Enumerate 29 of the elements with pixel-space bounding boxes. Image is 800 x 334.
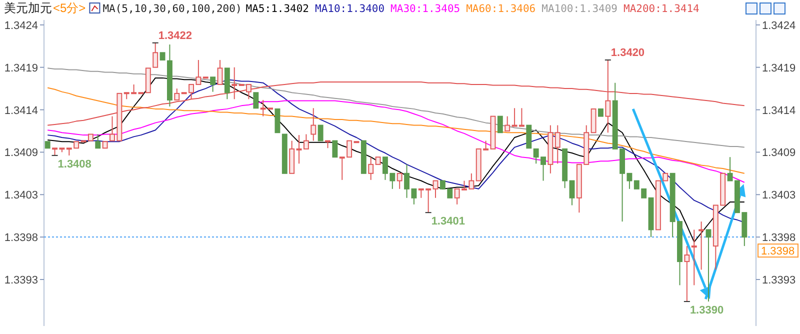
y2-tick-label: 1.3419 xyxy=(762,62,796,74)
text: MA100:1.3409 xyxy=(542,3,618,15)
annotation: 1.3422 xyxy=(158,30,192,42)
chart-title: 美元加元 xyxy=(4,1,52,15)
y-tick-label: 1.3398 xyxy=(4,232,38,244)
annotation: 1.3401 xyxy=(431,216,465,228)
y-tick-label: 1.3393 xyxy=(4,274,38,286)
annotation: 1.3390 xyxy=(690,304,724,317)
ref-line-label: 1.3398 xyxy=(761,246,795,258)
y2-tick-label: 1.3393 xyxy=(762,274,796,286)
y-tick-label: 1.3403 xyxy=(4,190,38,202)
text: MA60:1.3406 xyxy=(466,3,536,15)
y-tick-label: 1.3419 xyxy=(4,62,38,74)
y2-tick-label: 1.3398 xyxy=(762,232,796,244)
y2-tick-label: 1.3403 xyxy=(762,190,796,202)
chart-subtitle: <5分> xyxy=(53,1,86,15)
y2-tick-label: 1.3424 xyxy=(762,20,796,32)
y-tick-label: 1.3409 xyxy=(4,147,38,160)
text: MA(5,10,30,60,100,200) xyxy=(102,3,242,15)
text: MA5:1.3402 xyxy=(246,3,309,15)
y-tick-label: 1.3424 xyxy=(4,20,38,32)
y2-tick-label: 1.3409 xyxy=(762,147,796,160)
y-tick-label: 1.3414 xyxy=(4,104,38,117)
annotation: 1.3420 xyxy=(610,46,645,59)
text: MA30:1.3405 xyxy=(390,3,460,15)
text: MA200:1.3414 xyxy=(624,3,700,15)
text: MA10:1.3400 xyxy=(315,3,385,15)
annotation: 1.3408 xyxy=(58,158,92,170)
y2-tick-label: 1.3414 xyxy=(762,104,796,117)
